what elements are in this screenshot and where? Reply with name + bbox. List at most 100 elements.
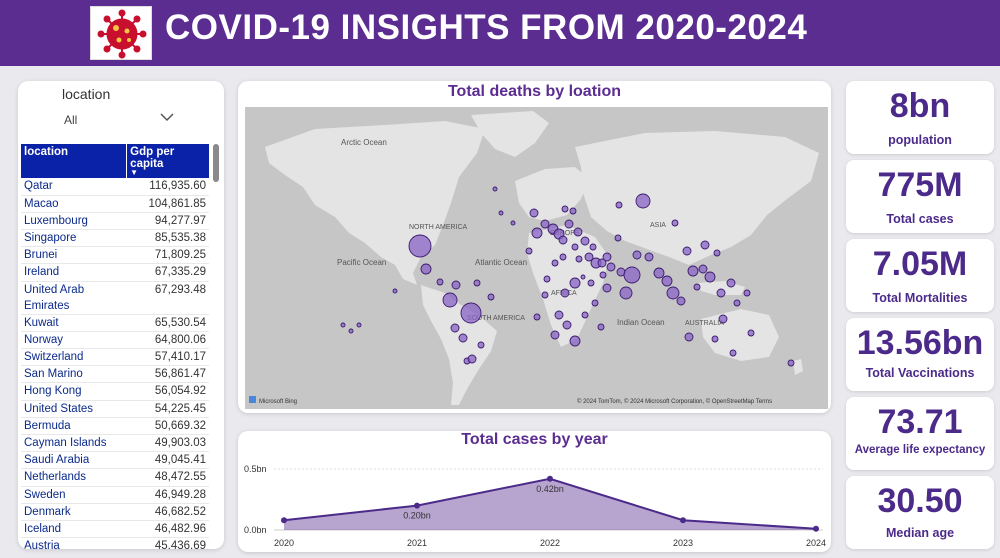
death-bubble[interactable] xyxy=(589,243,597,251)
death-bubble[interactable] xyxy=(700,240,710,250)
table-row[interactable]: Luxembourg 94,277.97 xyxy=(21,212,209,231)
death-bubble[interactable] xyxy=(676,296,686,306)
death-bubble[interactable] xyxy=(619,286,633,300)
death-bubble[interactable] xyxy=(581,311,589,319)
death-bubble[interactable] xyxy=(420,263,432,275)
death-bubble[interactable] xyxy=(451,280,461,290)
data-point[interactable] xyxy=(813,525,819,532)
death-bubble[interactable] xyxy=(510,220,516,226)
death-bubble[interactable] xyxy=(561,205,569,213)
death-bubble[interactable] xyxy=(559,253,567,261)
death-bubble[interactable] xyxy=(558,235,568,245)
death-bubble[interactable] xyxy=(597,258,607,268)
death-bubble[interactable] xyxy=(716,288,726,298)
death-bubble[interactable] xyxy=(340,322,346,328)
death-bubble[interactable] xyxy=(711,335,719,343)
death-bubble[interactable] xyxy=(684,332,694,342)
death-bubble[interactable] xyxy=(743,289,751,297)
data-point[interactable] xyxy=(680,517,686,524)
death-bubble[interactable] xyxy=(571,243,579,251)
table-row[interactable]: Sweden 46,949.28 xyxy=(21,486,209,504)
cases-area-chart[interactable]: 0.5bn 0.0bn 0.20bn 0.42bn 2020 2021 2022 20… xyxy=(238,431,831,552)
death-bubble[interactable] xyxy=(460,302,482,324)
death-bubble[interactable] xyxy=(698,264,708,274)
death-bubble[interactable] xyxy=(602,283,612,293)
death-bubble[interactable] xyxy=(575,255,583,263)
death-bubble[interactable] xyxy=(562,320,572,330)
death-bubble[interactable] xyxy=(551,259,559,267)
death-bubble[interactable] xyxy=(392,288,398,294)
death-bubble[interactable] xyxy=(442,292,458,308)
death-bubble[interactable] xyxy=(602,252,612,262)
death-bubble[interactable] xyxy=(606,262,616,272)
sort-desc-icon[interactable]: ▼ xyxy=(130,168,139,177)
death-bubble[interactable] xyxy=(713,249,721,257)
death-bubble[interactable] xyxy=(729,349,737,357)
death-bubble[interactable] xyxy=(550,330,560,340)
death-bubble[interactable] xyxy=(718,314,728,324)
death-bubble[interactable] xyxy=(541,291,549,299)
death-bubble[interactable] xyxy=(554,310,564,320)
death-bubble[interactable] xyxy=(632,250,642,260)
death-bubble[interactable] xyxy=(644,252,654,262)
death-bubble[interactable] xyxy=(653,267,665,279)
death-bubble[interactable] xyxy=(436,278,444,286)
death-bubble[interactable] xyxy=(487,293,495,301)
death-bubble[interactable] xyxy=(408,234,432,258)
death-bubble[interactable] xyxy=(704,271,716,283)
death-bubble[interactable] xyxy=(525,247,533,255)
death-bubble[interactable] xyxy=(635,193,651,209)
death-bubble[interactable] xyxy=(458,333,468,343)
death-bubble[interactable] xyxy=(540,219,550,229)
table-row[interactable]: Ireland 67,335.29 xyxy=(21,263,209,282)
death-bubble[interactable] xyxy=(623,266,641,284)
table-row[interactable]: Denmark 46,682.52 xyxy=(21,503,209,521)
death-bubble[interactable] xyxy=(580,236,590,246)
death-bubble[interactable] xyxy=(564,219,574,229)
death-bubble[interactable] xyxy=(787,359,795,367)
table-row[interactable]: Brunei 71,809.25 xyxy=(21,246,209,265)
death-bubble[interactable] xyxy=(473,279,481,287)
table-row[interactable]: Norway 64,800.06 xyxy=(21,331,209,350)
table-row[interactable]: Iceland 46,482.96 xyxy=(21,520,209,539)
death-bubble[interactable] xyxy=(348,328,354,334)
table-row[interactable]: Singapore 85,535.38 xyxy=(21,229,209,248)
death-bubble[interactable] xyxy=(569,335,581,347)
table-row[interactable]: San Marino 56,861.47 xyxy=(21,365,209,384)
death-bubble[interactable] xyxy=(671,219,679,227)
map-attribution[interactable]: © 2024 TomTom, © 2024 Microsoft Corporat… xyxy=(577,398,772,405)
table-row[interactable]: Austria 45,436.69 xyxy=(21,537,209,549)
table-row[interactable]: Macao 104,861.85 xyxy=(21,195,209,213)
death-bubble[interactable] xyxy=(726,278,736,288)
world-map[interactable]: Arctic Ocean NORTH AMERICA ASIA EUROPE P… xyxy=(245,107,828,409)
table-row[interactable]: Hong Kong 56,054.92 xyxy=(21,382,209,401)
death-bubble[interactable] xyxy=(531,227,543,239)
column-header-gdp[interactable]: Gdp per capita ▼ xyxy=(126,144,209,178)
death-bubble[interactable] xyxy=(498,210,504,216)
death-bubble[interactable] xyxy=(560,288,570,298)
death-bubble[interactable] xyxy=(569,277,581,289)
table-row[interactable]: Switzerland 57,410.17 xyxy=(21,348,209,367)
death-bubble[interactable] xyxy=(661,275,673,287)
death-bubble[interactable] xyxy=(693,283,701,291)
data-point[interactable] xyxy=(547,475,553,482)
table-row[interactable]: Netherlands 48,472.55 xyxy=(21,468,209,487)
table-row[interactable]: Saudi Arabia 49,045.41 xyxy=(21,451,209,470)
death-bubble[interactable] xyxy=(747,329,755,337)
death-bubble[interactable] xyxy=(573,227,583,237)
death-bubble[interactable] xyxy=(450,323,460,333)
table-row[interactable]: Cayman Islands 49,903.03 xyxy=(21,434,209,453)
death-bubble[interactable] xyxy=(356,322,362,328)
table-row[interactable]: United States 54,225.45 xyxy=(21,400,209,418)
death-bubble[interactable] xyxy=(599,271,607,279)
table-row[interactable]: Qatar 116,935.60 xyxy=(21,178,209,196)
table-row[interactable]: United Arab Emirates 67,293.48 xyxy=(21,281,209,315)
death-bubble[interactable] xyxy=(569,207,577,215)
death-bubble[interactable] xyxy=(584,252,594,262)
death-bubble[interactable] xyxy=(591,299,599,307)
death-bubble[interactable] xyxy=(477,341,485,349)
death-bubble[interactable] xyxy=(543,275,551,283)
death-bubble[interactable] xyxy=(666,286,680,300)
chevron-down-icon[interactable] xyxy=(160,109,174,127)
death-bubble[interactable] xyxy=(492,186,498,192)
